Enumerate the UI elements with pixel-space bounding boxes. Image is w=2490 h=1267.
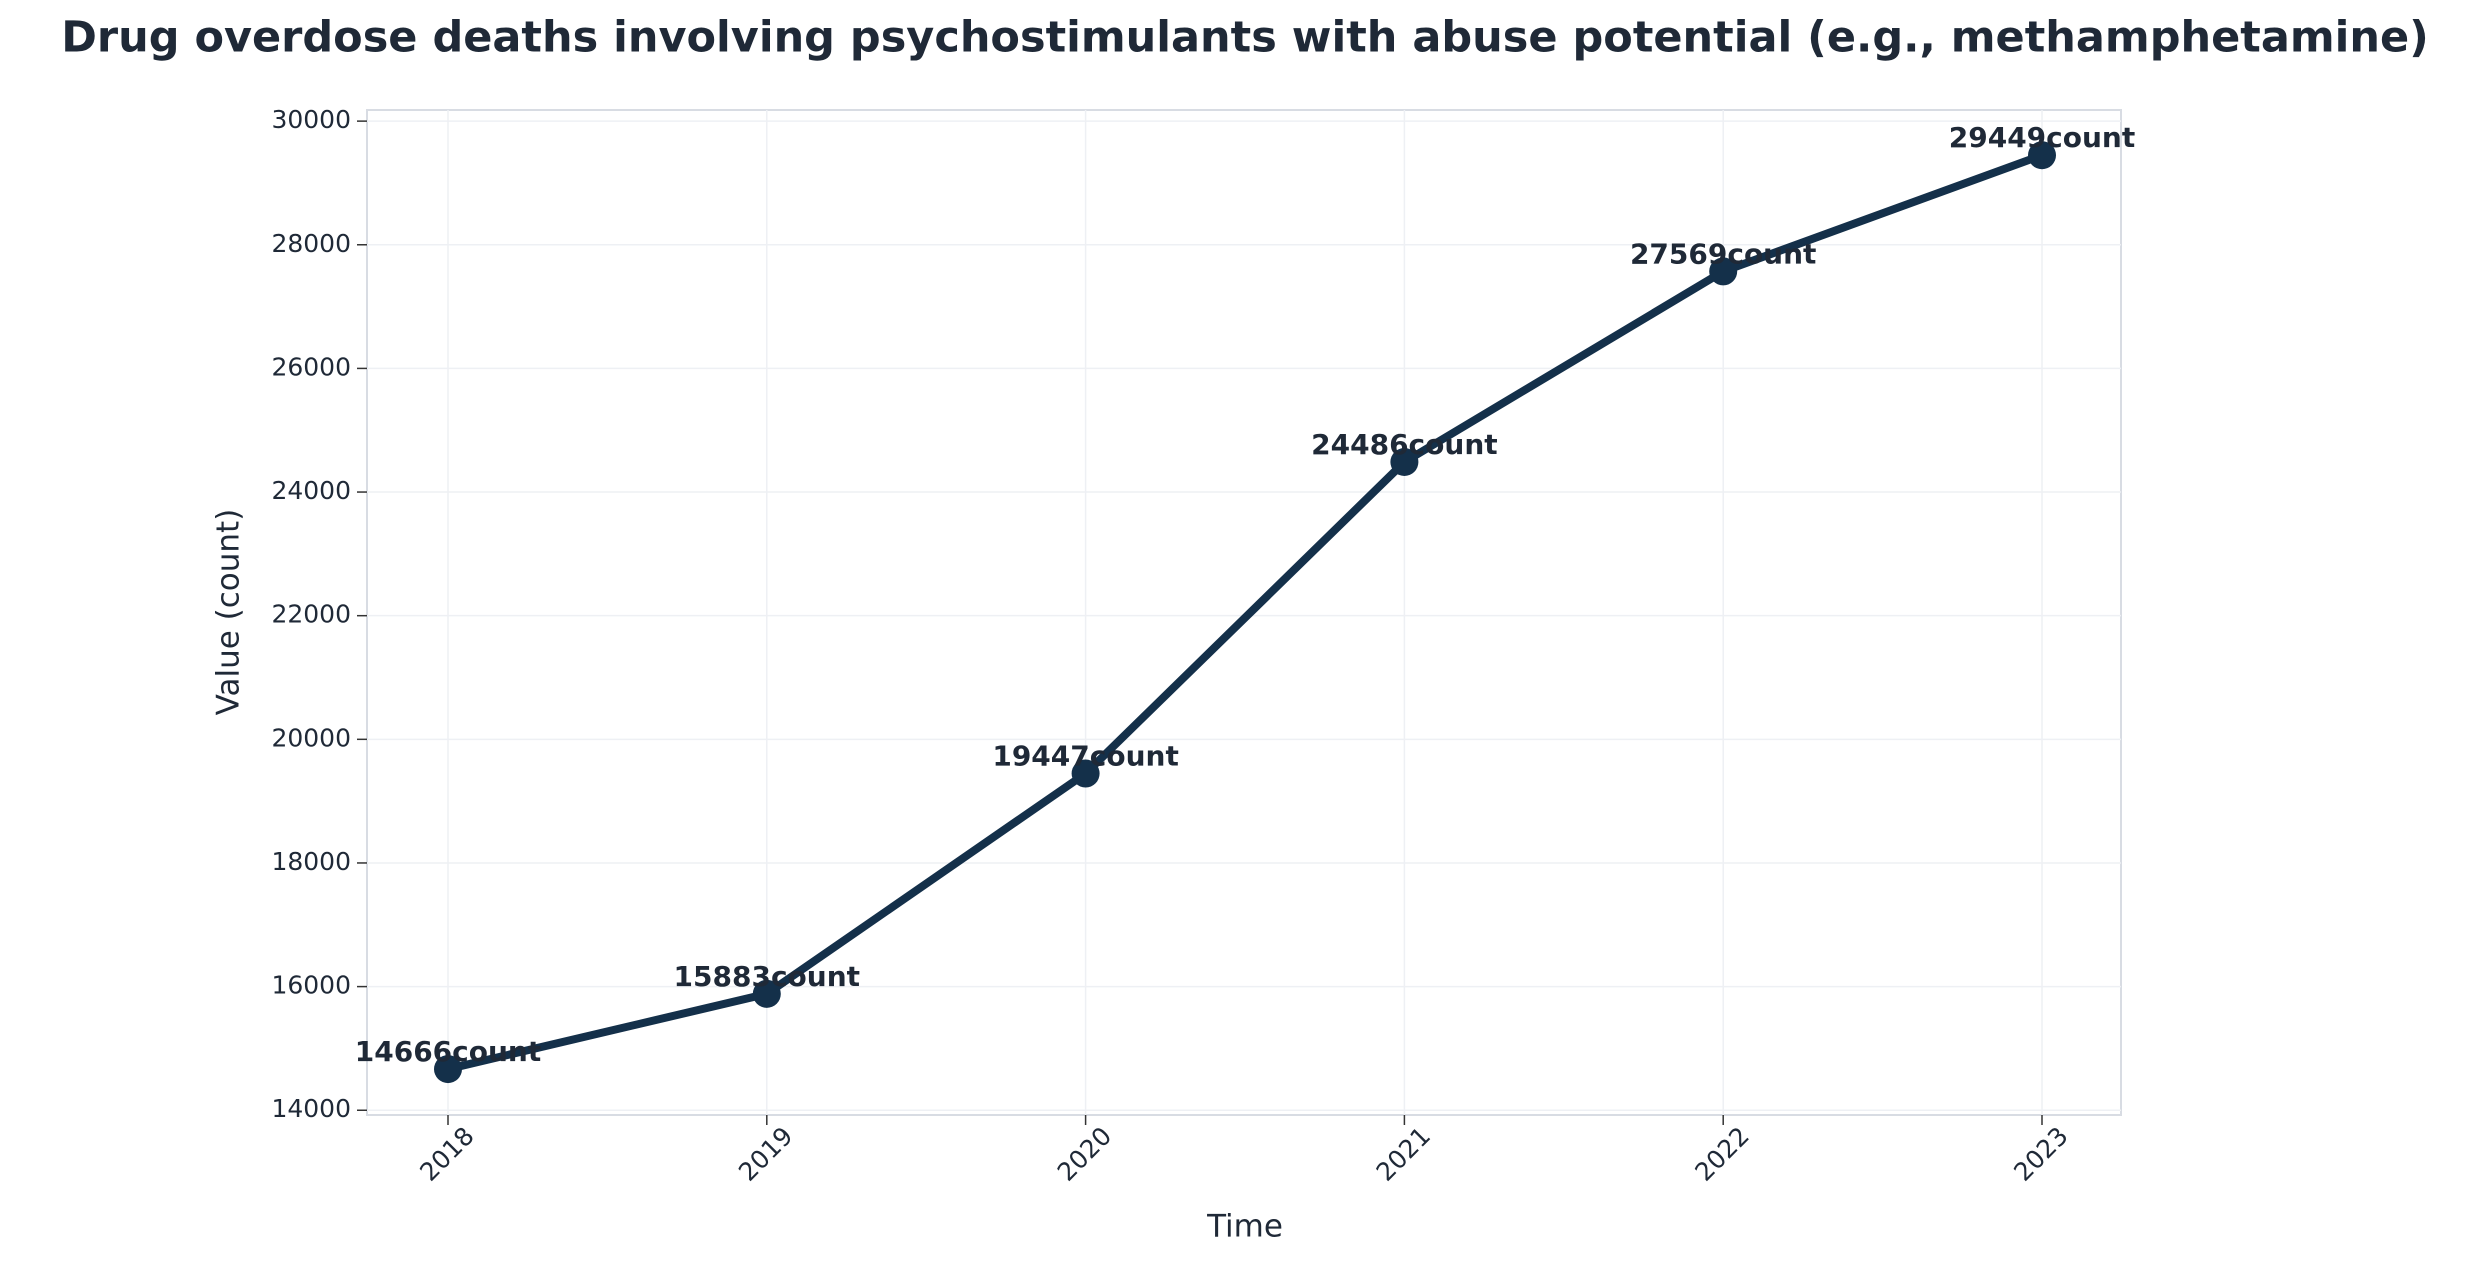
value-label: 15883count bbox=[674, 960, 861, 993]
x-tick-label: 2021 bbox=[1371, 1121, 1436, 1186]
y-tick-label: 28000 bbox=[271, 229, 351, 258]
y-tick-label: 18000 bbox=[271, 847, 351, 876]
y-tick-label: 30000 bbox=[271, 105, 351, 134]
y-axis-label: Value (count) bbox=[211, 509, 247, 716]
value-label: 27569count bbox=[1630, 237, 1817, 270]
point bbox=[2028, 141, 2056, 170]
x-axis-label: Time bbox=[1206, 1209, 1283, 1245]
line bbox=[447, 151, 2044, 1073]
y-tick-label: 14000 bbox=[271, 1094, 351, 1123]
point bbox=[1709, 257, 1738, 286]
chart-title: Drug overdose deaths involving psychosti… bbox=[61, 13, 2429, 63]
plot-area bbox=[366, 109, 2122, 1116]
point bbox=[752, 979, 781, 1008]
value-label: 19447count bbox=[992, 740, 1179, 773]
value-label: 29449count bbox=[1949, 121, 2136, 154]
point bbox=[1390, 448, 1419, 477]
y-tick-label: 22000 bbox=[271, 600, 351, 629]
x-tick-label: 2023 bbox=[2008, 1121, 2073, 1186]
point bbox=[1071, 759, 1100, 788]
x-tick-label: 2022 bbox=[1689, 1121, 1754, 1186]
y-tick-label: 16000 bbox=[271, 971, 351, 1000]
value-label: 14666count bbox=[355, 1035, 542, 1068]
value-label: 24486count bbox=[1311, 428, 1498, 461]
y-tick-label: 24000 bbox=[271, 476, 351, 505]
x-tick-label: 2019 bbox=[733, 1121, 798, 1186]
x-tick-label: 2018 bbox=[414, 1121, 479, 1186]
y-tick-label: 20000 bbox=[271, 723, 351, 752]
x-tick-label: 2020 bbox=[1052, 1121, 1117, 1186]
y-tick-label: 26000 bbox=[271, 352, 351, 381]
point bbox=[434, 1055, 462, 1084]
